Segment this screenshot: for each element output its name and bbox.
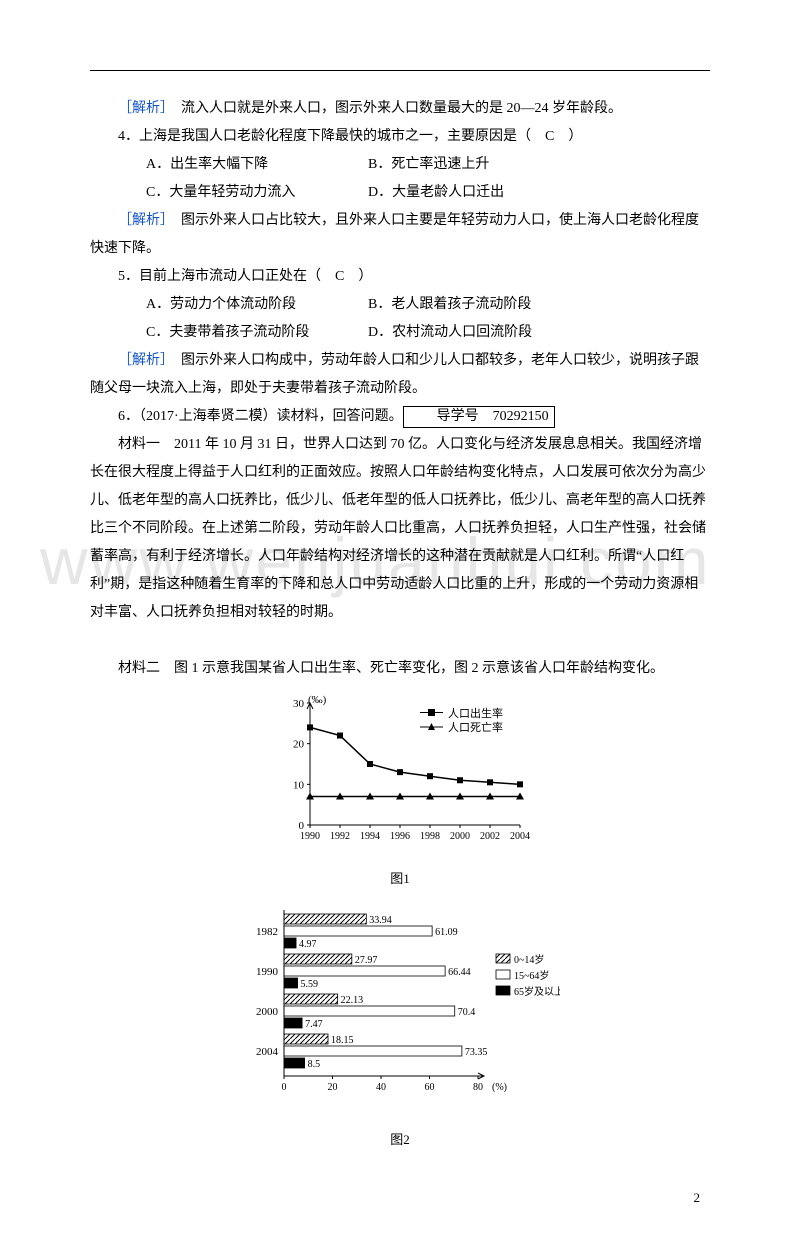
svg-text:8.5: 8.5 <box>308 1059 321 1070</box>
figure-1: 0102030(‰)199019921994199619982000200220… <box>270 693 530 892</box>
question-5: 5．目前上海市流动人口正处在（ C ） <box>90 263 710 291</box>
q5-b: B．老人跟着孩子流动阶段 <box>368 297 531 312</box>
svg-text:1994: 1994 <box>360 831 380 842</box>
q5-options-row1: A．劳动力个体流动阶段B．老人跟着孩子流动阶段 <box>90 291 710 319</box>
svg-text:30: 30 <box>293 698 305 710</box>
figure-2: 198233.9461.094.97199027.9766.445.592000… <box>240 904 560 1153</box>
content: ［解析］ 流入人口就是外来人口，图示外来人口数量最大的是 20—24 岁年龄段。… <box>90 70 710 1211</box>
svg-text:20: 20 <box>293 739 305 751</box>
q4-c: C．大量年轻劳动力流入 <box>118 179 368 207</box>
q4-options-row1: A．出生率大幅下降B．死亡率迅速上升 <box>90 151 710 179</box>
svg-text:33.94: 33.94 <box>369 915 392 926</box>
figure-1-wrap: 0102030(‰)199019921994199619982000200220… <box>90 693 710 894</box>
svg-text:人口死亡率: 人口死亡率 <box>448 720 503 734</box>
svg-text:60: 60 <box>425 1082 435 1093</box>
svg-text:70.4: 70.4 <box>458 1007 476 1018</box>
svg-text:4.97: 4.97 <box>299 939 317 950</box>
svg-text:80: 80 <box>473 1082 483 1093</box>
material-1: 材料一 2011 年 10 月 31 日，世界人口达到 70 亿。人口变化与经济… <box>90 431 710 627</box>
analysis-text: 图示外来人口构成中，劳动年龄人口和少儿人口都较多，老年人口较少，说明孩子跟随父母… <box>90 353 699 396</box>
material-2: 材料二 图 1 示意我国某省人口出生率、死亡率变化，图 2 示意该省人口年龄结构… <box>90 655 710 683</box>
svg-text:65岁及以上: 65岁及以上 <box>514 985 560 998</box>
study-number-box: 导学号 70292150 <box>403 406 555 428</box>
q5-options-row2: C．夫妻带着孩子流动阶段D．农村流动人口回流阶段 <box>90 319 710 347</box>
question-6: 6．（2017·上海奉贤二模）读材料，回答问题。导学号 70292150 <box>90 403 710 431</box>
analysis-label: ［解析］ <box>118 101 167 116</box>
svg-text:7.47: 7.47 <box>305 1019 323 1030</box>
svg-text:(%): (%) <box>492 1082 507 1093</box>
q5-a: A．劳动力个体流动阶段 <box>118 291 368 319</box>
svg-text:61.09: 61.09 <box>435 927 458 938</box>
figure-2-caption: 图2 <box>240 1127 560 1153</box>
figure-1-caption: 图1 <box>270 866 530 892</box>
svg-text:20: 20 <box>328 1082 338 1093</box>
question-4: 4．上海是我国人口老龄化程度下降最快的城市之一，主要原因是（ C ） <box>90 123 710 151</box>
svg-text:15~64岁: 15~64岁 <box>514 969 549 982</box>
q5-c: C．夫妻带着孩子流动阶段 <box>118 319 368 347</box>
figure-2-wrap: 198233.9461.094.97199027.9766.445.592000… <box>90 904 710 1155</box>
svg-text:0~14岁: 0~14岁 <box>514 953 544 966</box>
svg-text:22.13: 22.13 <box>341 995 364 1006</box>
analysis-label: ［解析］ <box>118 213 167 228</box>
svg-text:27.97: 27.97 <box>355 955 378 966</box>
svg-text:40: 40 <box>376 1082 386 1093</box>
q5-d: D．农村流动人口回流阶段 <box>368 325 532 340</box>
analysis-q5: ［解析］ 图示外来人口构成中，劳动年龄人口和少儿人口都较多，老年人口较少，说明孩… <box>90 347 710 403</box>
figure-2-svg: 198233.9461.094.97199027.9766.445.592000… <box>240 904 560 1114</box>
page: www.wenjuanhui.com ［解析］ 流入人口就是外来人口，图示外来人… <box>0 0 800 1241</box>
analysis-text: 图示外来人口占比较大，且外来人口主要是年轻劳动力人口，使上海人口老龄化程度快速下… <box>90 213 699 256</box>
svg-text:73.35: 73.35 <box>465 1047 488 1058</box>
svg-text:2000: 2000 <box>256 1006 279 1018</box>
q4-b: B．死亡率迅速上升 <box>368 157 489 172</box>
svg-text:2004: 2004 <box>510 831 530 842</box>
svg-text:1982: 1982 <box>256 926 278 938</box>
page-number: 2 <box>90 1185 710 1211</box>
svg-text:1998: 1998 <box>420 831 440 842</box>
svg-text:18.15: 18.15 <box>331 1035 354 1046</box>
q4-d: D．大量老龄人口迁出 <box>368 185 504 200</box>
analysis-label: ［解析］ <box>118 353 167 368</box>
svg-text:5.59: 5.59 <box>301 979 319 990</box>
analysis-q4: ［解析］ 图示外来人口占比较大，且外来人口主要是年轻劳动力人口，使上海人口老龄化… <box>90 207 710 263</box>
q4-options-row2: C．大量年轻劳动力流入D．大量老龄人口迁出 <box>90 179 710 207</box>
svg-text:0: 0 <box>282 1082 287 1093</box>
svg-text:1992: 1992 <box>330 831 350 842</box>
svg-text:2004: 2004 <box>256 1046 279 1058</box>
svg-text:(‰): (‰) <box>308 694 327 706</box>
top-rule <box>90 70 710 71</box>
analysis-text: 流入人口就是外来人口，图示外来人口数量最大的是 20—24 岁年龄段。 <box>181 101 622 116</box>
svg-text:1990: 1990 <box>300 831 320 842</box>
svg-text:1996: 1996 <box>390 831 410 842</box>
q4-a: A．出生率大幅下降 <box>118 151 368 179</box>
svg-text:66.44: 66.44 <box>448 967 471 978</box>
figure-1-svg: 0102030(‰)199019921994199619982000200220… <box>270 693 530 853</box>
q6-head: 6．（2017·上海奉贤二模）读材料，回答问题。 <box>118 409 403 424</box>
analysis-q3: ［解析］ 流入人口就是外来人口，图示外来人口数量最大的是 20—24 岁年龄段。 <box>90 95 710 123</box>
svg-text:2000: 2000 <box>450 831 470 842</box>
svg-text:人口出生率: 人口出生率 <box>448 706 503 720</box>
svg-text:10: 10 <box>293 779 305 791</box>
svg-text:1990: 1990 <box>256 966 279 978</box>
svg-text:2002: 2002 <box>480 831 500 842</box>
